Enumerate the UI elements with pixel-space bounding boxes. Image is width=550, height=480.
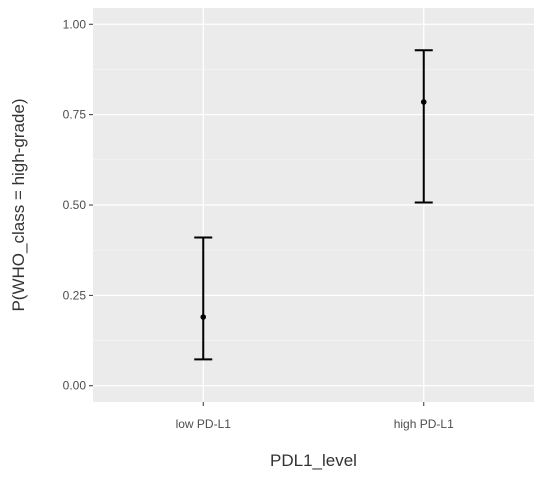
minor-gridlines [93, 69, 534, 341]
error-bar-low [194, 236, 213, 361]
y-tick-label: 0.75 [63, 108, 87, 122]
x-tick-label: low PD-L1 [176, 417, 232, 431]
x-tick-label: high PD-L1 [394, 417, 454, 431]
estimate-point [420, 99, 427, 105]
estimate-point [200, 314, 207, 320]
error-bars [194, 49, 433, 361]
y-axis-title: P(WHO_class = high-grade) [9, 98, 28, 311]
y-tick-label: 1.00 [63, 17, 87, 31]
error-bar-high [414, 49, 433, 204]
y-tick-label: 0.50 [63, 198, 87, 212]
y-tick-label: 0.00 [63, 379, 87, 393]
x-axis: low PD-L1 high PD-L1 [176, 402, 454, 431]
x-axis-title: PDL1_level [270, 451, 357, 470]
y-tick-label: 0.25 [63, 288, 87, 302]
y-axis: 0.00 0.25 0.50 0.75 1.00 [63, 17, 93, 393]
